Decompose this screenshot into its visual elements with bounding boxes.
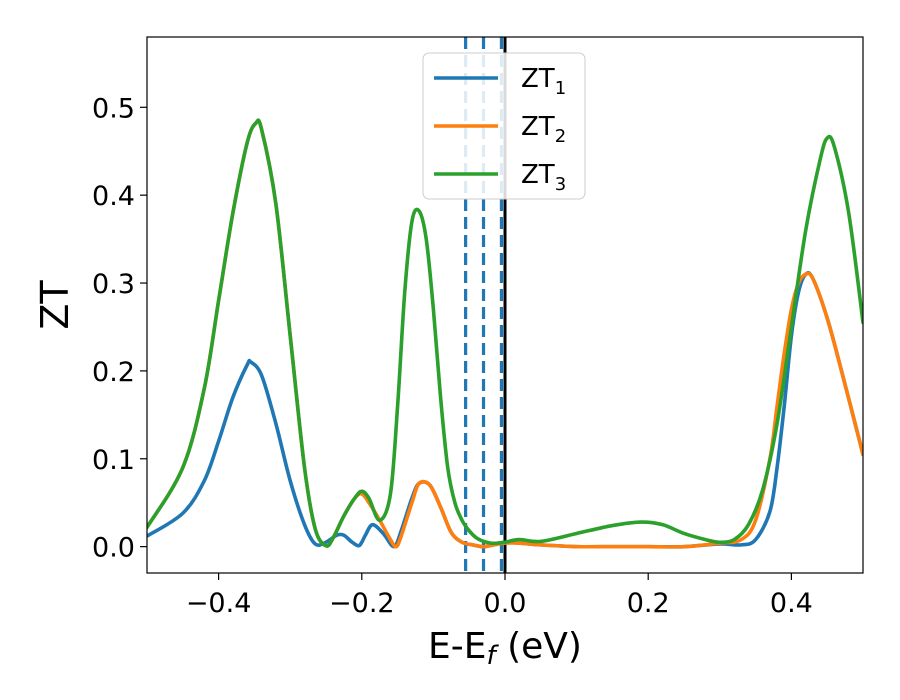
legend-label-main: ZT	[521, 64, 555, 94]
legend-label-zt2: ZT2	[521, 112, 566, 147]
legend-label-main: ZT	[521, 160, 555, 190]
x-axis-title-unit: (eV)	[496, 626, 582, 667]
y-tick-label: 0.1	[92, 445, 135, 476]
legend-label-subscript: 1	[555, 78, 566, 99]
legend-label-main: ZT	[521, 112, 555, 142]
legend-box	[422, 52, 586, 200]
x-tick-label: −0.4	[186, 588, 252, 619]
x-axis-title: E-Ef (eV)	[428, 626, 582, 671]
series-line-zt3	[147, 118, 863, 548]
y-tick-label: 0.0	[92, 533, 135, 564]
y-tick-label: 0.3	[92, 269, 135, 300]
x-axis-title-main: E-E	[428, 626, 486, 667]
x-tick-label: −0.2	[329, 588, 395, 619]
x-tick-label: 0.4	[770, 588, 813, 619]
legend-label-zt3: ZT3	[521, 160, 566, 195]
x-tick-label: 0.2	[627, 588, 670, 619]
legend-label-subscript: 2	[555, 126, 566, 147]
legend-label-zt1: ZT1	[521, 64, 566, 99]
legend-label-subscript: 3	[555, 174, 566, 195]
x-tick-label: 0.0	[484, 588, 527, 619]
series-layer	[147, 118, 863, 549]
y-axis-ticks: 0.0 0.1 0.2 0.3 0.4 0.5	[92, 93, 147, 564]
y-tick-label: 0.5	[92, 93, 135, 124]
y-axis-title: ZT	[33, 280, 77, 330]
y-tick-label: 0.2	[92, 357, 135, 388]
y-tick-label: 0.4	[92, 181, 135, 212]
x-axis-ticks: −0.4 −0.2 0.0 0.2 0.4	[186, 573, 813, 619]
